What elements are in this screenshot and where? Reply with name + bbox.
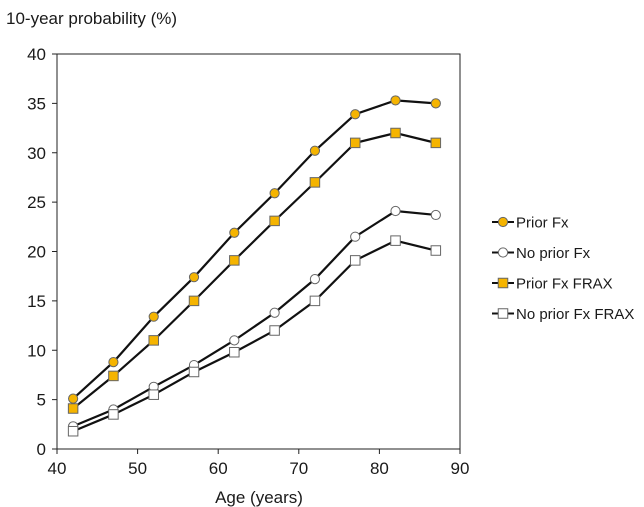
data-point: [188, 295, 200, 307]
series-line: [72, 239, 437, 433]
data-point: [350, 231, 361, 242]
data-point: [430, 245, 442, 256]
legend-label: Prior Fx FRAX: [516, 276, 613, 293]
data-point: [229, 335, 240, 346]
y-axis-title: 10-year probability (%): [6, 9, 177, 28]
data-point: [269, 188, 280, 199]
data-point: [309, 274, 321, 285]
data-point: [350, 109, 361, 120]
data-point: [390, 205, 401, 217]
data-point: [430, 137, 442, 149]
y-tick-label: 20: [27, 243, 46, 262]
data-point: [390, 235, 401, 246]
data-point: [390, 95, 401, 106]
data-point: [188, 272, 200, 283]
y-tick-label: 40: [27, 45, 46, 64]
data-point: [229, 255, 240, 266]
data-point: [269, 325, 280, 336]
legend-label: Prior Fx: [516, 215, 569, 232]
legend-label: No prior Fx FRAX: [516, 306, 634, 323]
legend-item-no-prior-fx: No prior Fx: [492, 245, 591, 262]
data-point: [229, 227, 240, 238]
legend-item-prior-fx: Prior Fx: [492, 215, 569, 232]
legend-marker: [497, 308, 509, 319]
data-point: [349, 137, 361, 149]
data-point: [68, 393, 79, 404]
data-point: [229, 346, 240, 358]
series-no-prior-fx-frax: [67, 235, 442, 437]
data-point: [108, 357, 119, 368]
data-point: [188, 366, 200, 378]
x-tick-label: 60: [209, 459, 228, 478]
data-point: [430, 98, 441, 109]
data-point: [269, 307, 280, 318]
data-point: [148, 335, 159, 346]
x-axis-title: Age (years): [215, 488, 303, 507]
legend-item-prior-fx-frax: Prior Fx FRAX: [492, 276, 613, 293]
y-tick-label: 25: [27, 193, 46, 212]
y-tick-label: 30: [27, 144, 46, 163]
data-point: [349, 255, 361, 266]
y-tick-label: 15: [27, 292, 46, 311]
y-tick-label: 0: [37, 440, 46, 459]
data-point: [309, 295, 321, 307]
x-tick-label: 40: [48, 459, 67, 478]
legend-item-no-prior-fx-frax: No prior Fx FRAX: [492, 306, 634, 323]
plot-frame: [56, 53, 461, 450]
series-prior-fx-frax: [67, 127, 442, 414]
x-tick-label: 90: [451, 459, 470, 478]
series-line: [72, 99, 436, 400]
data-point: [390, 127, 401, 139]
x-tick-label: 50: [128, 459, 147, 478]
data-point: [148, 389, 159, 400]
data-point: [67, 425, 79, 437]
legend-marker: [497, 277, 509, 289]
data-point: [148, 311, 159, 322]
data-point: [309, 145, 321, 156]
legend-marker: [497, 216, 509, 228]
data-point: [108, 370, 119, 382]
data-point: [430, 209, 441, 221]
data-point: [269, 215, 280, 227]
series-line: [72, 131, 437, 410]
y-tick-label: 35: [27, 94, 46, 113]
data-point: [67, 403, 79, 414]
series-line: [72, 209, 436, 428]
y-tick-label: 10: [27, 341, 46, 360]
y-tick-label: 5: [37, 391, 46, 410]
series-prior-fx: [68, 95, 441, 404]
x-tick-label: 70: [289, 459, 308, 478]
legend-marker: [497, 247, 509, 258]
x-tick-label: 80: [370, 459, 389, 478]
data-point: [108, 409, 119, 420]
legend-label: No prior Fx: [516, 245, 591, 262]
data-point: [309, 177, 321, 188]
